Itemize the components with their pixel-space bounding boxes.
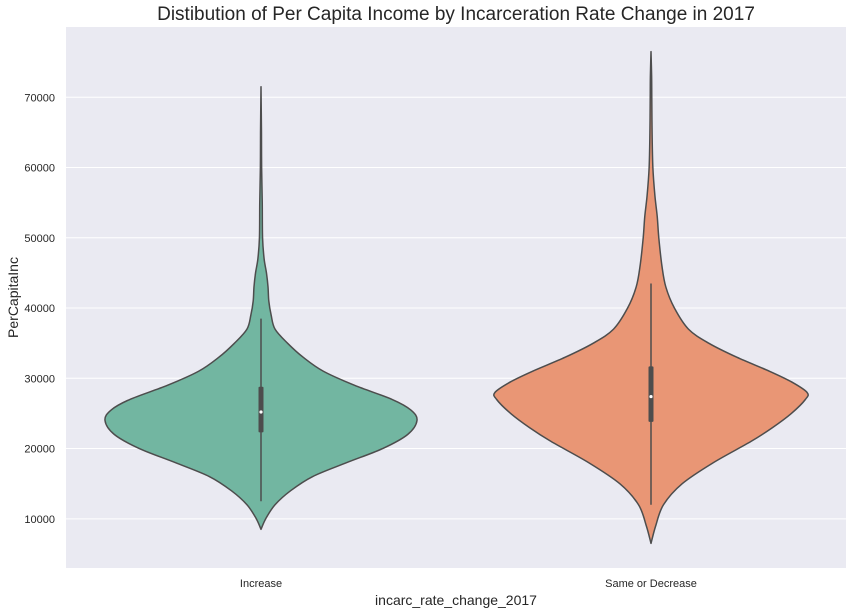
y-tick-labels: 10000 20000 30000 40000 50000 60000 70000: [24, 92, 55, 526]
plot-background: [66, 27, 846, 568]
x-axis-label: incarc_rate_change_2017: [375, 592, 537, 608]
y-tick-label: 30000: [24, 373, 55, 385]
chart-title: Distibution of Per Capita Income by Inca…: [157, 4, 755, 25]
x-tick-labels: Increase Same or Decrease: [240, 578, 697, 590]
y-tick-label: 20000: [24, 444, 55, 456]
y-axis-label: PerCapitaInc: [5, 257, 21, 338]
median-marker: [259, 410, 263, 414]
y-tick-label: 70000: [24, 92, 55, 104]
median-marker: [649, 394, 653, 399]
iqr-box: [648, 366, 654, 422]
y-tick-label: 60000: [24, 163, 55, 175]
y-tick-label: 40000: [24, 303, 55, 315]
iqr-box: [258, 386, 264, 433]
violin-body: [104, 85, 418, 531]
y-tick-label: 50000: [24, 233, 55, 245]
violins: [104, 50, 809, 545]
x-tick-label: Same or Decrease: [605, 578, 697, 590]
violin-same-or-decrease: [493, 50, 809, 545]
y-tick-label: 10000: [24, 514, 55, 526]
violin-increase: [104, 85, 418, 531]
x-tick-label: Increase: [240, 578, 282, 590]
